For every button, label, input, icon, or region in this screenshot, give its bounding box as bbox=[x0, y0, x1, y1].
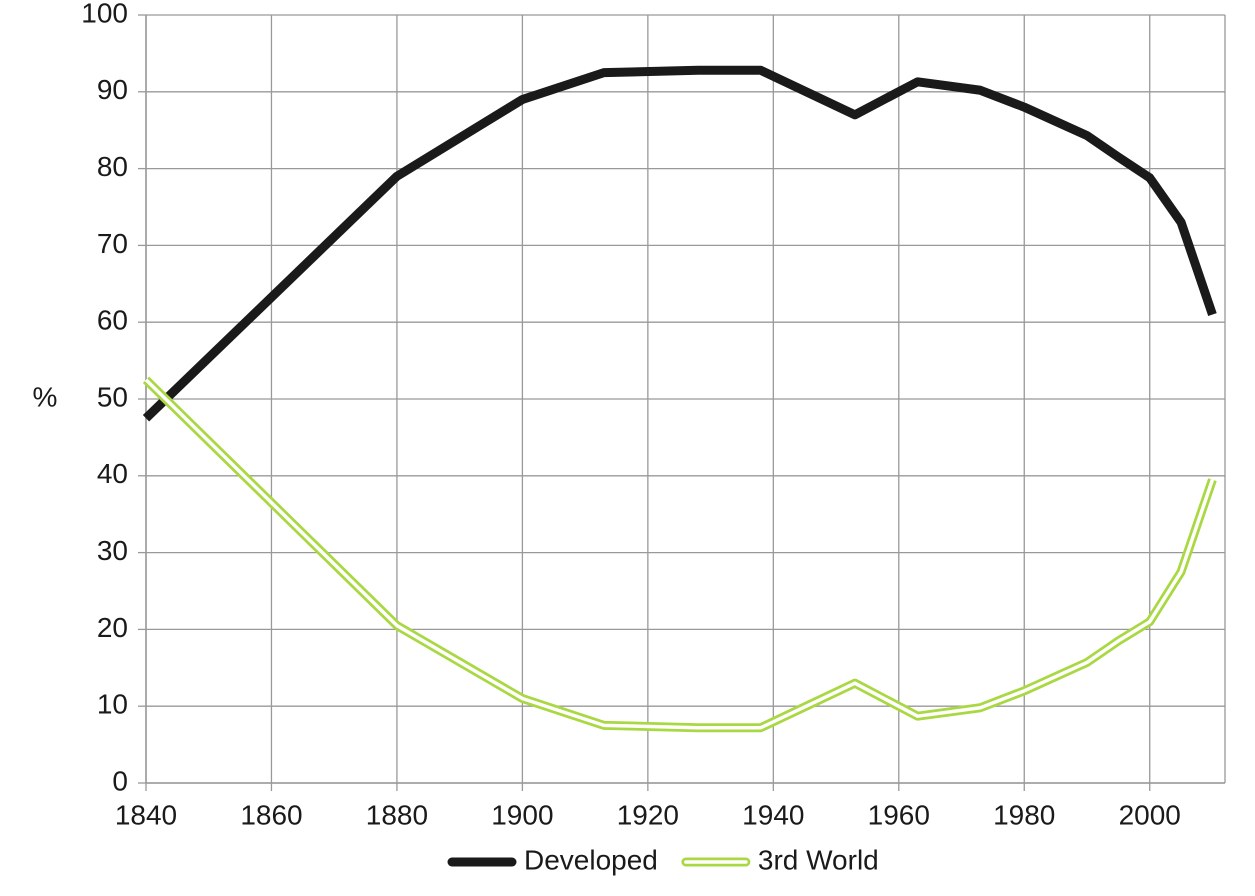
series-line bbox=[142, 65, 1217, 422]
x-tick-label: 1940 bbox=[742, 799, 804, 830]
legend-label: 3rd World bbox=[758, 844, 879, 875]
x-tick-label: 1960 bbox=[868, 799, 930, 830]
x-tick-label: 2000 bbox=[1119, 799, 1181, 830]
y-tick-label: 40 bbox=[97, 458, 128, 489]
y-tick-label: 90 bbox=[97, 74, 128, 105]
y-tick-label: 30 bbox=[97, 535, 128, 566]
y-tick-label: 0 bbox=[112, 765, 128, 796]
legend-label: Developed bbox=[524, 844, 658, 875]
x-tick-label: 1900 bbox=[491, 799, 553, 830]
series-line bbox=[142, 376, 1217, 733]
y-tick-label: 70 bbox=[97, 228, 128, 259]
y-tick-label: 60 bbox=[97, 305, 128, 336]
y-axis-label: % bbox=[33, 381, 58, 412]
series-line-inner bbox=[144, 378, 1215, 730]
x-tick-label: 1880 bbox=[366, 799, 428, 830]
y-tick-label: 20 bbox=[97, 612, 128, 643]
x-tick-label: 1980 bbox=[993, 799, 1055, 830]
x-tick-label: 1860 bbox=[240, 799, 302, 830]
y-tick-label: 10 bbox=[97, 689, 128, 720]
x-tick-label: 1920 bbox=[617, 799, 679, 830]
y-tick-label: 80 bbox=[97, 151, 128, 182]
x-tick-label: 1840 bbox=[115, 799, 177, 830]
y-tick-label: 50 bbox=[97, 381, 128, 412]
y-tick-label: 100 bbox=[81, 0, 128, 28]
